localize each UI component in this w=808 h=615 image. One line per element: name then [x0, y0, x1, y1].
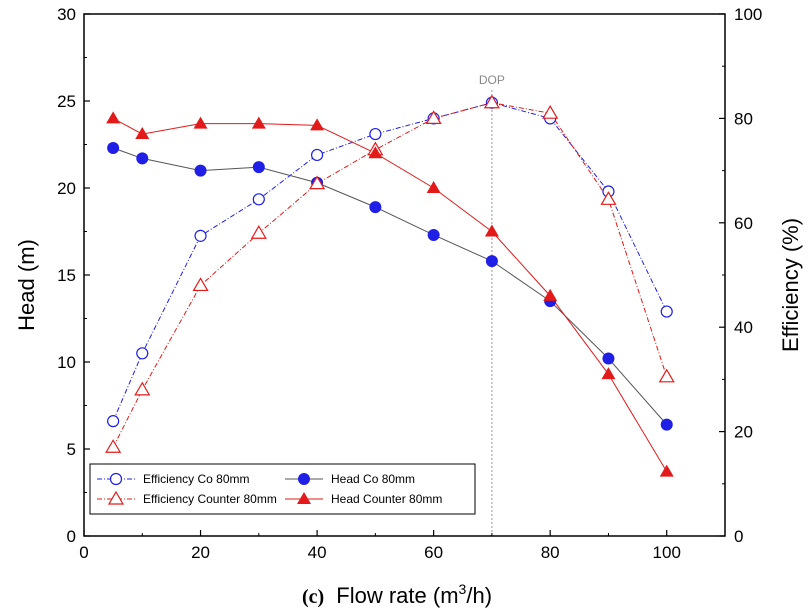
data-point: [250, 225, 267, 239]
y-left-tick-label: 25: [57, 92, 76, 111]
x-tick-label: 0: [79, 543, 88, 562]
data-point: [309, 175, 326, 190]
x-tick-label: 80: [541, 543, 560, 562]
dop-label: DOP: [479, 73, 505, 87]
data-point: [427, 228, 440, 241]
x-axis-title: (c) Flow rate (m3/h): [302, 581, 492, 608]
legend-item-head-counter: Head Counter 80mm: [285, 492, 442, 506]
legend-label-efficiency-counter: Efficiency Counter 80mm: [143, 492, 277, 506]
y-right-axis-ticks: 0 20 40 60 80 100: [719, 5, 762, 546]
legend-label-head-co: Head Co 80mm: [331, 472, 415, 486]
legend-item-head-co: Head Co 80mm: [285, 472, 415, 486]
data-point: [542, 104, 559, 119]
legend-label-efficiency-co: Efficiency Co 80mm: [143, 472, 249, 486]
y-left-axis-title: Head (m): [14, 239, 39, 331]
series-line-0: [112, 102, 668, 422]
x-tick-label: 100: [653, 543, 681, 562]
data-point: [310, 148, 324, 162]
legend: Efficiency Co 80mm Head Co 80mm Efficien…: [89, 463, 476, 515]
data-point: [543, 288, 558, 301]
data-point: [368, 146, 383, 159]
data-point: [602, 352, 615, 365]
y-right-tick-label: 60: [734, 214, 753, 233]
data-point: [369, 201, 382, 214]
legend-item-efficiency-co: Efficiency Co 80mm: [97, 472, 249, 486]
data-point: [107, 415, 120, 428]
y-left-tick-label: 30: [57, 5, 76, 24]
data-point: [601, 367, 616, 380]
data-point: [310, 118, 325, 131]
data-point: [252, 193, 265, 206]
data-point: [135, 127, 150, 140]
x-tick-label: 20: [191, 543, 210, 562]
x-tick-label: 40: [308, 543, 327, 562]
data-point: [658, 368, 675, 383]
data-point: [369, 127, 382, 141]
data-point: [136, 347, 149, 360]
legend-label-head-counter: Head Counter 80mm: [331, 492, 442, 506]
data-point: [105, 439, 122, 453]
data-point: [485, 255, 498, 268]
data-point: [425, 110, 442, 125]
data-point: [136, 152, 149, 165]
y-right-tick-label: 40: [734, 318, 753, 337]
data-point: [660, 305, 673, 318]
x-axis-title-main: Flow rate (m: [336, 583, 458, 608]
series-markers: [105, 94, 675, 477]
data-point: [600, 191, 617, 205]
data-point: [192, 277, 209, 292]
data-point: [107, 141, 120, 154]
x-tick-label: 60: [424, 543, 443, 562]
y-right-tick-label: 100: [734, 5, 762, 24]
series-line-2: [112, 102, 668, 448]
y-left-tick-label: 5: [67, 440, 76, 459]
y-right-tick-label: 0: [734, 527, 743, 546]
x-axis-title-superscript: 3: [459, 581, 467, 597]
data-point: [659, 464, 674, 477]
data-point: [484, 224, 499, 237]
data-point: [194, 164, 207, 177]
y-left-tick-label: 15: [57, 266, 76, 285]
dop-reference: DOP: [479, 73, 505, 536]
data-point: [106, 111, 121, 124]
y-left-tick-label: 20: [57, 179, 76, 198]
data-point: [252, 161, 265, 174]
legend-item-efficiency-counter: Efficiency Counter 80mm: [97, 490, 277, 506]
data-point: [134, 381, 151, 396]
y-left-tick-label: 10: [57, 353, 76, 372]
data-point: [426, 181, 441, 193]
y-right-axis-title: Efficiency (%): [778, 218, 803, 352]
data-point: [483, 94, 500, 109]
x-axis-title-prefix: (c): [302, 586, 324, 608]
x-axis-ticks: 0 20 40 60 80 100: [79, 530, 681, 562]
data-point: [251, 116, 266, 129]
y-right-tick-label: 20: [734, 423, 753, 442]
data-point: [193, 116, 208, 129]
y-left-tick-label: 0: [67, 527, 76, 546]
y-left-axis-ticks: 0 5 10 15 20 25 30: [57, 5, 90, 546]
plot-frame: [83, 13, 726, 537]
data-point: [660, 418, 673, 431]
x-axis-title-end: /h): [466, 583, 492, 608]
data-point: [194, 229, 207, 242]
y-right-tick-label: 80: [734, 109, 753, 128]
